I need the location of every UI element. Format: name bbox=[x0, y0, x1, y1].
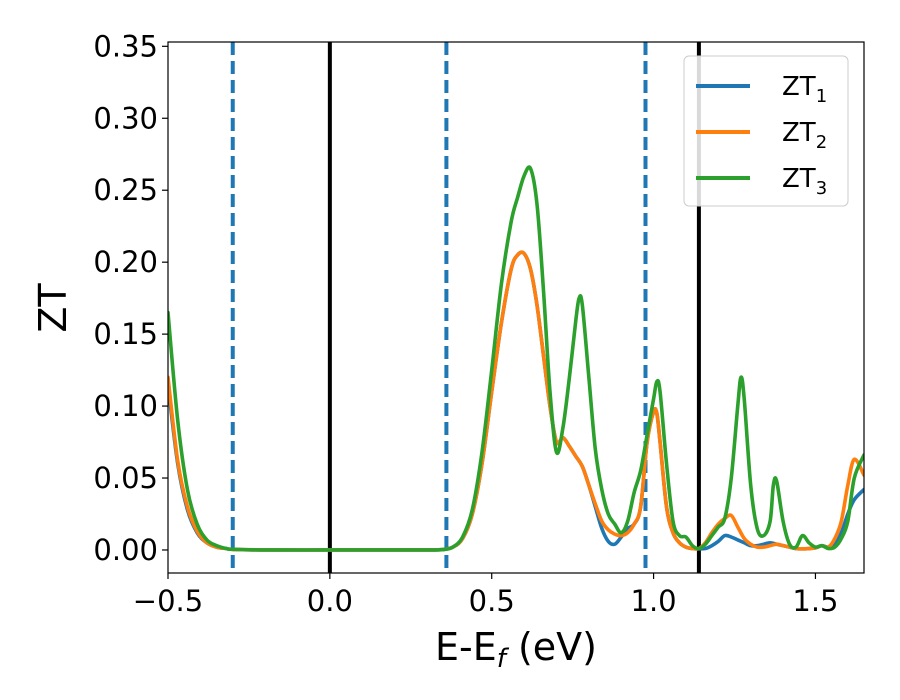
plot-area-frame bbox=[167, 41, 865, 574]
series-line-zt3 bbox=[168, 165, 864, 552]
x-tick-label: 0.0 bbox=[307, 584, 353, 618]
legend-box bbox=[683, 55, 849, 207]
x-axis-ticks: −0.5 0.0 0.5 1.0 1.5 bbox=[133, 573, 839, 618]
legend-label: ZT2 bbox=[782, 118, 827, 153]
x-tick-label: −0.5 bbox=[133, 584, 203, 618]
legend-label: ZT3 bbox=[782, 164, 827, 199]
x-tick-label: 0.5 bbox=[469, 584, 515, 618]
series-lines bbox=[168, 165, 864, 552]
series-line-zt1 bbox=[168, 250, 864, 552]
y-tick-label: 0.25 bbox=[93, 173, 158, 207]
y-tick-label: 0.00 bbox=[93, 533, 158, 567]
legend: ZT1 ZT2 ZT3 bbox=[683, 55, 849, 207]
y-tick-label: 0.10 bbox=[93, 389, 158, 423]
y-tick-label: 0.05 bbox=[93, 461, 158, 495]
y-axis-label: ZT bbox=[31, 283, 75, 333]
x-axis-label: E-Ef (eV) bbox=[435, 625, 597, 674]
y-tick-label: 0.30 bbox=[93, 101, 158, 135]
x-tick-label: 1.5 bbox=[792, 584, 838, 618]
y-tick-label: 0.15 bbox=[93, 317, 158, 351]
y-axis-ticks: 0.00 0.05 0.10 0.15 0.20 0.25 0.30 0.35 bbox=[93, 29, 168, 567]
reference-lines bbox=[230, 42, 701, 573]
y-tick-label: 0.35 bbox=[93, 29, 158, 63]
x-tick-label: 1.0 bbox=[631, 584, 677, 618]
series-line-zt2 bbox=[168, 250, 864, 552]
y-tick-label: 0.20 bbox=[93, 245, 158, 279]
legend-label: ZT1 bbox=[782, 72, 827, 107]
